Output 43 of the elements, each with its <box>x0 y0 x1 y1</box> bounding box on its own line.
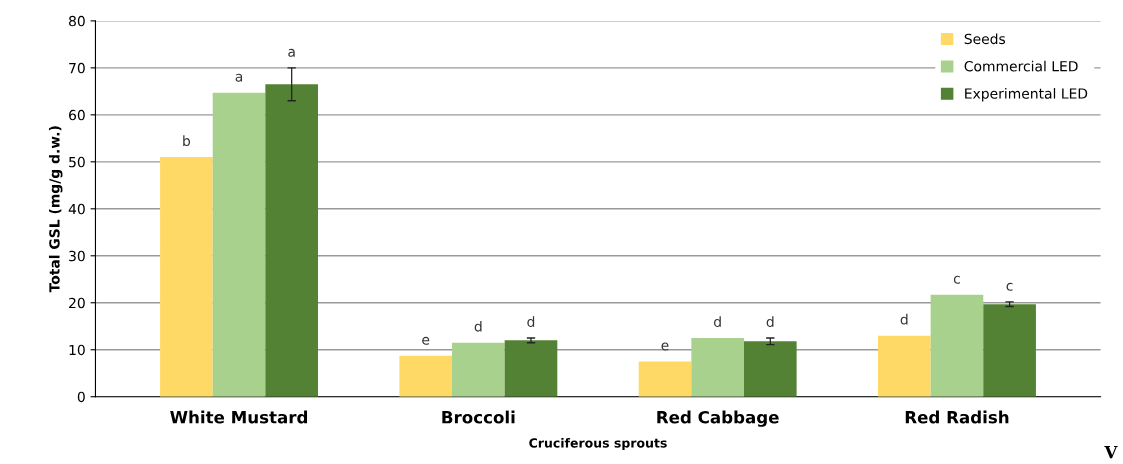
bar <box>691 338 744 397</box>
y-tick-label: 40 <box>68 203 85 215</box>
y-tick-label: 70 <box>69 62 85 74</box>
y-tick-label: 0 <box>77 391 85 403</box>
data-label: c <box>1006 282 1013 291</box>
x-axis-title: Cruciferous sprouts <box>529 437 667 451</box>
y-tick-label: 80 <box>69 15 85 27</box>
data-label: e <box>661 342 669 351</box>
bar <box>504 340 558 397</box>
legend-label: Commercial LED <box>964 60 1078 72</box>
x-tick-label: White Mustard <box>170 410 308 424</box>
data-label: d <box>714 316 721 327</box>
y-tick-label: 30 <box>69 250 85 262</box>
bar <box>983 304 1036 397</box>
bar <box>399 355 453 397</box>
y-tick-label: 50 <box>69 156 85 168</box>
data-label: d <box>474 320 482 332</box>
data-label: b <box>183 135 191 147</box>
data-label: e <box>422 336 430 345</box>
data-label: c <box>953 275 960 284</box>
bar <box>877 335 931 397</box>
bar <box>160 157 213 397</box>
bar <box>212 92 266 397</box>
data-label: d <box>527 316 535 327</box>
data-label: a <box>288 48 295 57</box>
data-label: a <box>235 73 243 82</box>
text: V <box>1104 446 1118 459</box>
bar <box>743 341 797 397</box>
y-axis-title: Total GSL (mg/g d.w.) <box>48 126 63 293</box>
data-label: d <box>766 316 774 327</box>
bar <box>265 84 319 397</box>
bar <box>638 361 692 397</box>
y-tick-label: 20 <box>69 297 85 309</box>
data-label: d <box>900 313 908 325</box>
x-tick-label: Broccoli <box>442 410 515 424</box>
legend-label: Seeds <box>964 33 1006 45</box>
bar <box>930 294 984 397</box>
y-tick-label: 60 <box>69 109 85 121</box>
bar <box>452 342 505 397</box>
x-tick-label: Red Radish <box>905 410 1009 424</box>
y-tick-label: 10 <box>69 344 85 356</box>
legend-label: Experimental LED <box>965 88 1088 102</box>
x-tick-label: Red Cabbage <box>657 410 779 427</box>
